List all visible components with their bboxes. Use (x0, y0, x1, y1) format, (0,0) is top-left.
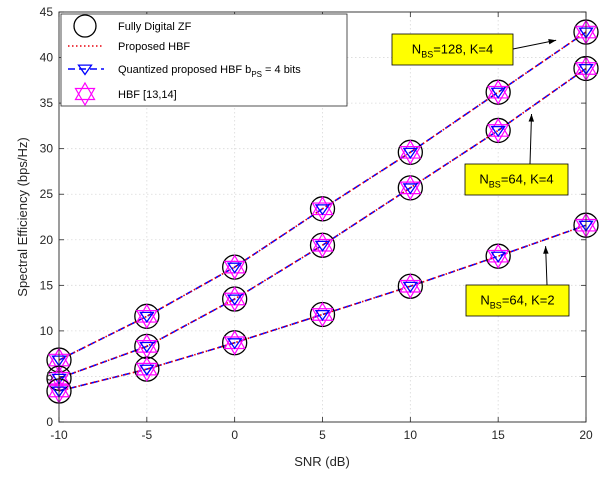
legend-label-hbf-ref: HBF [13,14] (118, 89, 177, 101)
x-tick-label: -5 (141, 428, 152, 442)
quantized-hbf-marker (226, 262, 243, 274)
annotation-nbs128-k4-arrow-head (548, 39, 557, 45)
quantized-hbf-marker (402, 147, 419, 159)
quantized-hbf-marker (314, 204, 331, 216)
proposed-hbf-line (58, 31, 587, 361)
hbf-ref-marker (399, 145, 422, 166)
quantized-hbf-marker (226, 294, 243, 306)
y-tick-label: 45 (40, 5, 54, 19)
y-tick-label: 0 (46, 415, 53, 429)
y-tick-label: 40 (40, 51, 54, 65)
legend-triangle-marker (77, 64, 93, 76)
annotation-nbs128-k4-box (391, 33, 514, 66)
quantized-hbf-line (58, 224, 587, 392)
hbf-ref-marker (311, 308, 334, 328)
legend-circle-marker (73, 14, 97, 38)
y-tick-label: 20 (40, 233, 54, 247)
y-tick-label: 30 (40, 142, 54, 156)
x-axis-title: SNR (dB) (294, 454, 350, 469)
y-axis-title: Spectral Efficiency (bps/Hz) (15, 137, 30, 296)
legend-box (60, 13, 348, 107)
annotation-nbs128-k4-text: NBS=128, K=4 (412, 42, 493, 60)
hbf-ref-marker (135, 362, 158, 382)
hbf-ref-marker (223, 336, 246, 356)
legend-label-proposed-hbf: Proposed HBF (118, 41, 190, 53)
y-tick-label: 25 (40, 187, 54, 201)
hbf-ref-marker (487, 249, 510, 269)
hbf-ref-marker (135, 309, 158, 330)
annotations: NBS=128, K=4 NBS=64, K=4 NBS=64, K=2 (391, 33, 570, 317)
ticks: -10 -5 0 5 10 15 20 0 5 10 15 20 25 30 35 40 45 (40, 5, 593, 442)
y-tick-label: 35 (40, 96, 54, 110)
hbf-ref-marker (399, 181, 422, 201)
legend-label-quantized-hbf: Quantized proposed HBF bPS = 4 bits (118, 64, 301, 79)
quantized-hbf-marker (314, 309, 331, 322)
annotation-nbs64-k2-arrow-head (543, 246, 549, 254)
hbf-ref-marker (311, 202, 334, 222)
quantized-hbf-marker (490, 87, 506, 99)
annotation-nbs64-k4-arrow-head (528, 114, 535, 122)
y-tick-label: 5 (46, 369, 53, 383)
hbf-ref-marker (399, 279, 422, 299)
series-layer (46, 19, 599, 404)
hbf-ref-marker (223, 260, 246, 280)
x-tick-label: 0 (231, 428, 238, 442)
quantized-hbf-marker (139, 311, 155, 323)
quantized-hbf-marker (402, 183, 419, 195)
x-tick-label: 5 (319, 428, 326, 442)
quantized-hbf-marker (139, 364, 155, 376)
hbf-ref-marker (487, 124, 510, 144)
y-tick-label: 10 (40, 324, 54, 338)
quantized-hbf-marker (490, 125, 506, 138)
legend-hexagram-marker (74, 87, 96, 107)
x-tick-label: 15 (491, 428, 505, 442)
annotation-nbs64-k4-text: NBS=64, K=4 (479, 172, 553, 190)
hbf-ref-marker (135, 340, 158, 360)
annotation-nbs64-k2-box (465, 284, 570, 317)
annotation-nbs64-k4-arrow-line (529, 114, 533, 165)
legend-hexagram-marker (74, 81, 96, 101)
quantized-hbf-marker (402, 281, 419, 293)
hbf-ref-marker (311, 238, 334, 258)
quantized-hbf-marker (226, 338, 243, 350)
legend-label-fully-digital-zf: Fully Digital ZF (118, 21, 192, 33)
legend: Fully Digital ZF Proposed HBF Quantized pr… (60, 13, 348, 107)
quantized-hbf-marker (314, 240, 331, 252)
annotation-nbs64-k2-text: NBS=64, K=2 (480, 293, 554, 311)
proposed-hbf-line (58, 67, 587, 380)
x-tick-label: 10 (404, 428, 418, 442)
x-tick-label: -10 (50, 428, 68, 442)
hbf-ref-marker (223, 292, 246, 312)
quantized-hbf-marker (139, 341, 155, 354)
annotation-nbs64-k4-box (464, 163, 569, 196)
y-tick-label: 15 (40, 278, 54, 292)
quantized-hbf-marker (490, 251, 506, 263)
x-tick-label: 20 (579, 428, 593, 442)
hbf-ref-marker (487, 85, 510, 105)
